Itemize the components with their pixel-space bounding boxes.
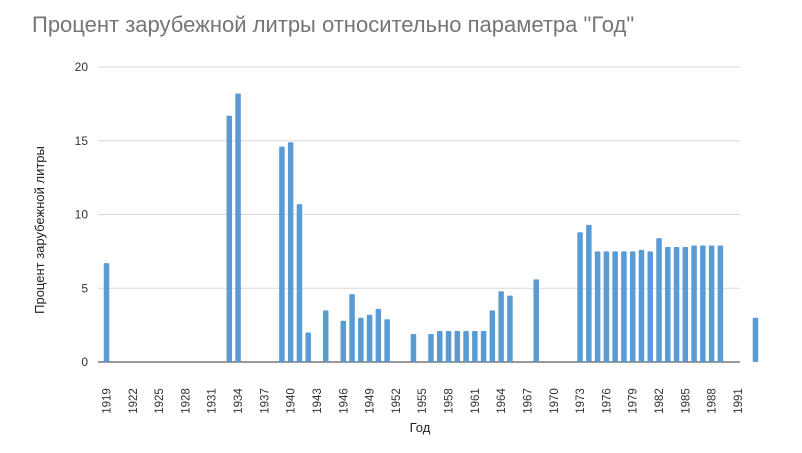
x-tick-label: 1934 (233, 388, 245, 414)
x-tick-label: 1958 (444, 388, 456, 414)
x-tick-label: 1961 (470, 388, 482, 414)
bar-1964 (498, 291, 504, 362)
x-tick-label: 1922 (128, 388, 140, 414)
x-tick-label: 1943 (312, 388, 324, 414)
bar-1980 (638, 249, 645, 362)
x-tick-label: 1931 (207, 388, 219, 414)
bar-1956 (428, 333, 434, 362)
x-tick-label: 1946 (338, 388, 350, 414)
x-tick-label: 1991 (733, 388, 745, 414)
bar-1968 (533, 279, 539, 362)
y-tick-label: 10 (75, 208, 89, 222)
bar-1984 (673, 246, 680, 362)
x-tick-label: 1919 (102, 388, 114, 414)
bar-1933 (226, 115, 233, 363)
x-tick-label: 1928 (180, 388, 192, 414)
bar-1965 (507, 295, 513, 363)
bar-1957 (437, 331, 443, 362)
bar-1986 (691, 245, 697, 362)
bar-1949 (366, 314, 373, 362)
bar-1941 (296, 204, 303, 362)
x-tick-label: 1955 (417, 388, 429, 414)
y-axis-title: Процент зарубежной литры (32, 146, 47, 314)
x-tick-label: 1925 (154, 388, 166, 414)
chart-title: Процент зарубежной литры относительно па… (32, 12, 635, 37)
bar-1919 (103, 263, 110, 362)
bar-1944 (323, 310, 329, 363)
bar-1974 (586, 224, 592, 362)
bar-1951 (384, 319, 390, 362)
bar-1958 (445, 331, 452, 362)
bar-1963 (489, 310, 496, 363)
y-tick-label: 15 (75, 134, 89, 148)
x-tick-label: 1985 (680, 388, 692, 414)
bar-1959 (454, 331, 461, 362)
bar-1942 (305, 332, 311, 362)
bar-1947 (349, 294, 355, 362)
x-tick-label: 1988 (707, 388, 719, 414)
bar-1976 (603, 251, 610, 363)
bar-1983 (665, 246, 671, 362)
x-axis-title: Год (410, 420, 431, 435)
bar-1940 (287, 142, 294, 362)
bar-1989 (717, 245, 724, 362)
bar-1993 (752, 317, 759, 362)
bar-1987 (700, 245, 706, 362)
x-tick-label: 1940 (286, 388, 298, 414)
bar-1946 (340, 320, 347, 362)
y-tick-label: 20 (75, 60, 89, 74)
x-tick-label: 1970 (549, 388, 561, 414)
bar-1981 (647, 251, 653, 363)
x-tick-label: 1979 (628, 388, 640, 414)
bar-1934 (235, 93, 241, 363)
bar-1985 (682, 246, 689, 362)
x-tick-label: 1949 (365, 388, 377, 414)
bars (103, 93, 759, 363)
bar-1979 (629, 251, 636, 363)
bar-1978 (621, 251, 627, 363)
bar-1954 (410, 333, 417, 362)
x-tick-labels: 1919 1922 1925 1928 1931 1934 1937 1940 1943 1946… (102, 388, 745, 414)
x-tick-label: 1973 (575, 388, 587, 414)
bar-1977 (612, 251, 618, 363)
y-tick-label: 0 (81, 355, 88, 369)
x-tick-label: 1937 (259, 388, 271, 414)
x-tick-label: 1976 (601, 388, 613, 414)
bar-1960 (463, 331, 469, 362)
x-tick-label: 1967 (522, 388, 534, 414)
bar-1988 (708, 245, 715, 362)
bar-1950 (375, 308, 382, 362)
bar-1961 (472, 331, 478, 362)
bar-1975 (594, 251, 601, 363)
bar-1948 (358, 317, 364, 362)
bar-1982 (656, 238, 662, 362)
bar-1939 (279, 146, 285, 362)
y-tick-label: 5 (81, 281, 88, 295)
x-tick-label: 1964 (496, 388, 508, 414)
bar-1973 (577, 232, 583, 362)
y-tick-labels: 0 5 10 15 20 (75, 60, 89, 369)
x-tick-label: 1982 (654, 388, 666, 414)
bar-1962 (480, 331, 487, 362)
x-tick-label: 1952 (391, 388, 403, 414)
